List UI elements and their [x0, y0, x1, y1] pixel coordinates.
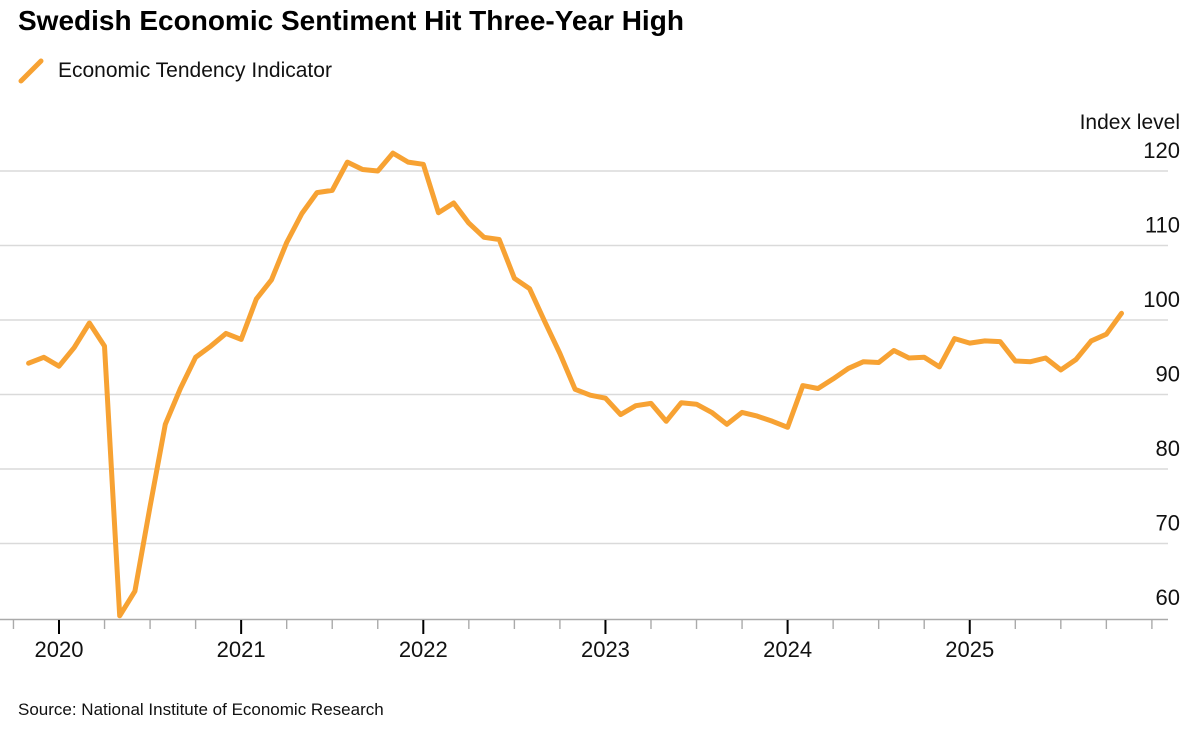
y-axis-title: Index level [1080, 111, 1180, 134]
legend: Economic Tendency Indicator [18, 58, 332, 84]
y-tick-label: 90 [1156, 362, 1180, 387]
x-tick-label: 2023 [581, 637, 630, 662]
x-tick-label: 2020 [35, 637, 84, 662]
source-note: Source: National Institute of Economic R… [18, 700, 384, 719]
legend-line-icon [18, 58, 44, 84]
x-tick-label: 2024 [763, 637, 812, 662]
y-tick-label: 100 [1143, 287, 1180, 312]
legend-label: Economic Tendency Indicator [58, 59, 332, 82]
y-tick-label: 80 [1156, 436, 1180, 461]
chart-title: Swedish Economic Sentiment Hit Three-Yea… [18, 5, 684, 36]
y-tick-label: 110 [1145, 213, 1180, 238]
y-tick-label: 60 [1156, 585, 1180, 610]
x-tick-label: 2022 [399, 637, 448, 662]
series-line [26, 150, 1124, 619]
x-tick-label: 2025 [945, 637, 994, 662]
y-tick-label: 120 [1143, 138, 1180, 163]
x-tick-label: 2021 [217, 637, 266, 662]
y-tick-label: 70 [1156, 511, 1180, 536]
